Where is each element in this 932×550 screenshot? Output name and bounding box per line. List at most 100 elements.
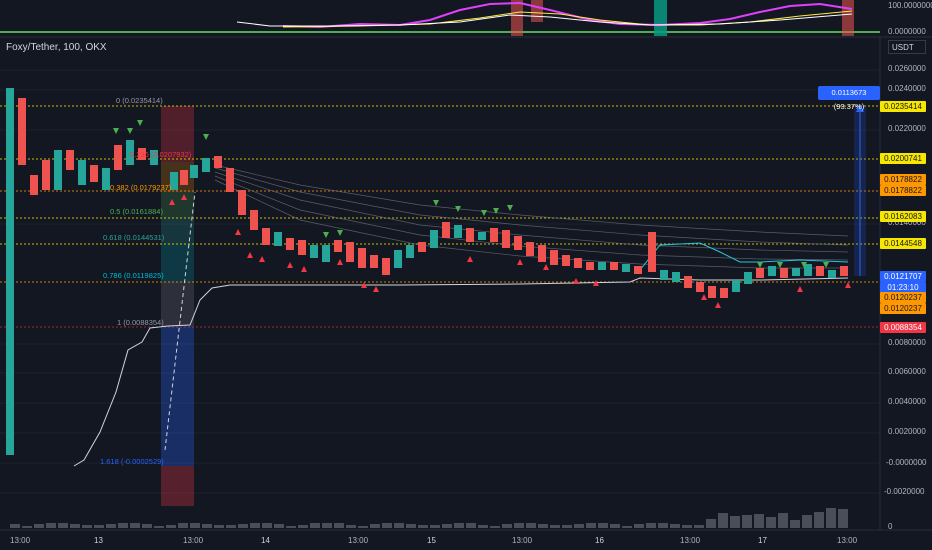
candle: [574, 258, 582, 268]
fib-level-label: 0.382 (0.0179237): [110, 183, 172, 192]
volume-bar: [742, 515, 752, 528]
candle: [214, 156, 222, 168]
price-axis-tick: 0.0240000: [888, 84, 926, 93]
volume-bar: [574, 524, 584, 528]
volume-bar: [250, 523, 260, 528]
volume-bar: [22, 526, 32, 528]
teal-ma-line: [639, 242, 849, 271]
volume-bar: [70, 524, 80, 528]
candle: [202, 158, 210, 172]
candle: [538, 245, 546, 262]
osc-axis-tick: 100.0000000: [888, 1, 932, 10]
volume-axis-tick: 0: [888, 522, 893, 531]
candle: [54, 150, 62, 190]
signal-up-triangle: [517, 259, 523, 265]
price-axis-tick: -0.0020000: [884, 487, 925, 496]
candle: [622, 264, 630, 272]
volume-bar: [310, 523, 320, 528]
price-axis-tick: 0.0040000: [888, 397, 926, 406]
volume-bar: [166, 525, 176, 528]
currency-selector[interactable]: USDT: [888, 40, 926, 54]
candle: [430, 230, 438, 248]
signal-down-triangle: [507, 205, 513, 211]
signal-up-triangle: [247, 252, 253, 258]
volume-bar: [10, 524, 20, 528]
volume-bar: [766, 517, 776, 528]
price-axis-tick: 0.0020000: [888, 427, 926, 436]
signal-down-triangle: [337, 230, 343, 236]
volume-bar: [430, 525, 440, 528]
candle: [238, 190, 246, 215]
signal-up-triangle: [287, 262, 293, 268]
volume-bar: [502, 524, 512, 528]
signal-down-triangle: [433, 200, 439, 206]
candle: [150, 150, 158, 165]
candle: [310, 245, 318, 258]
volume-bar: [658, 523, 668, 528]
candle: [170, 172, 178, 190]
candle: [18, 98, 26, 165]
candle: [816, 266, 824, 276]
time-axis-tick: 14: [261, 536, 270, 545]
price-label: 0.0162083: [880, 211, 926, 222]
volume-bar: [382, 523, 392, 528]
candle: [610, 262, 618, 270]
signal-up-triangle: [169, 199, 175, 205]
candle: [648, 232, 656, 272]
osc-line-white: [236, 13, 853, 27]
signal-up-triangle: [361, 282, 367, 288]
time-axis-tick: 13: [94, 536, 103, 545]
osc-highlight: [531, 0, 543, 22]
signal-up-triangle: [543, 264, 549, 270]
volume-bar: [634, 524, 644, 528]
candle: [526, 242, 534, 256]
volume-bar: [730, 516, 740, 528]
time-axis-tick: 15: [427, 536, 436, 545]
signal-up-triangle: [573, 278, 579, 284]
volume-bar: [718, 513, 728, 528]
price-axis-tick: 0.0220000: [888, 124, 926, 133]
candle: [358, 248, 366, 268]
candle: [382, 258, 390, 275]
signal-up-triangle: [181, 194, 187, 200]
signal-down-triangle: [777, 262, 783, 268]
time-axis-tick: 13:00: [512, 536, 533, 545]
volume-bar: [610, 524, 620, 528]
candle: [634, 266, 642, 274]
price-label: 0.0088354: [880, 322, 926, 333]
candle: [298, 240, 306, 255]
volume-bar: [82, 525, 92, 528]
fib-level-label: 0.618 (0.0144531): [103, 233, 165, 242]
price-label: 0.0235414: [880, 101, 926, 112]
candle: [756, 268, 764, 278]
signal-up-triangle: [701, 294, 707, 300]
volume-bar: [274, 524, 284, 528]
trail-line: [73, 277, 849, 467]
candle: [262, 228, 270, 245]
volume-bar: [706, 519, 716, 528]
volume-bar: [778, 513, 788, 528]
volume-bar: [394, 523, 404, 528]
volume-bar: [598, 523, 608, 528]
volume-bar: [178, 523, 188, 528]
volume-bar: [562, 525, 572, 528]
volume-bar: [418, 525, 428, 528]
volume-bar: [34, 524, 44, 528]
price-label: 0.0120237: [880, 292, 926, 303]
candle: [250, 210, 258, 230]
volume-bar: [154, 526, 164, 528]
price-label: 0.0144548: [880, 238, 926, 249]
volume-bar: [754, 514, 764, 528]
symbol-title[interactable]: Foxy/Tether, 100, OKX: [6, 42, 107, 53]
volume-bar: [118, 523, 128, 528]
time-axis-tick: 13:00: [680, 536, 701, 545]
signal-up-triangle: [259, 256, 265, 262]
volume-bar: [694, 525, 704, 528]
volume-bar: [370, 524, 380, 528]
volume-bar: [226, 525, 236, 528]
fib-level-label: 0 (0.0235414): [116, 96, 163, 105]
signal-down-triangle: [757, 262, 763, 268]
signal-up-triangle: [797, 286, 803, 292]
candle: [442, 222, 450, 238]
